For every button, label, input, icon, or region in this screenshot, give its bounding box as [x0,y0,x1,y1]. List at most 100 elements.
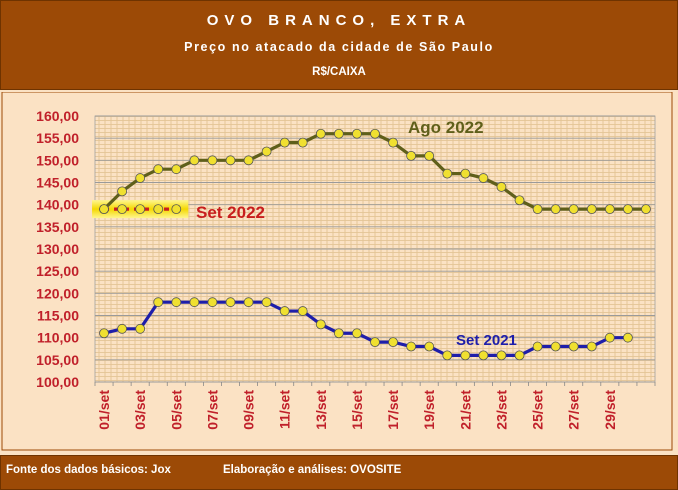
data-point [496,182,507,192]
series-label: Set 2022 [196,203,265,222]
y-tick-label: 100,00 [36,374,79,390]
y-axis: 100,00 105,00 110,00 115,00 120,00 125,00 130,… [36,108,79,390]
data-point [135,204,146,214]
data-point [623,332,633,343]
data-point [279,137,290,148]
data-point [279,306,290,316]
series-label: Ago 2022 [408,118,484,137]
data-point [352,328,362,339]
y-tick-label: 110,00 [37,330,79,346]
data-point [207,297,218,308]
data-point [171,164,182,175]
data-point [117,323,127,334]
y-tick-label: 135,00 [36,219,79,235]
data-point [189,155,200,166]
data-point [261,297,272,308]
data-point [424,341,435,352]
data-point [478,173,489,183]
data-point [478,350,489,361]
y-tick-label: 150,00 [36,152,79,168]
data-point [297,137,308,148]
data-point [153,297,164,308]
chart-subtitle: Preço no atacado da cidade de São Paulo [184,40,494,54]
data-point [604,204,615,214]
y-tick-label: 105,00 [36,352,79,368]
x-tick-label: 27/set [566,390,582,430]
data-point [352,128,362,139]
unit-label: R$/CAIXA [312,66,366,78]
y-tick-label: 120,00 [36,285,79,301]
series-labels: Ago 2022 Set 2022 Set 2021 [196,118,517,349]
x-tick-label: 25/set [530,390,546,430]
y-tick-label: 140,00 [36,197,79,213]
x-tick-label: 03/set [132,390,148,430]
data-point [532,341,543,352]
data-point [99,328,109,339]
data-point [135,323,146,334]
y-tick-label: 130,00 [36,241,79,257]
x-tick-label: 07/set [204,390,220,430]
data-point [153,204,164,214]
data-point [243,155,254,166]
line-chart: 100,00 105,00 110,00 115,00 120,00 125,00 130,… [1,92,673,451]
chart-title: OVO BRANCO, EXTRA [206,12,472,29]
data-point [514,350,525,361]
data-point [333,328,344,339]
footer-banner: Fonte dos dados básicos: Jox Elaboração … [0,455,678,490]
data-point [442,168,453,179]
data-point [641,204,651,214]
data-point [623,204,633,214]
x-tick-label: 21/set [457,390,473,430]
analysis-note: Elaboração e análises: OVOSITE [223,464,402,476]
data-point [315,128,326,139]
y-tick-label: 145,00 [36,175,79,191]
x-tick-label: 15/set [349,390,365,430]
x-tick-label: 05/set [168,390,184,430]
data-point [550,204,561,214]
data-point [99,204,109,214]
data-point [370,337,380,348]
data-point [532,204,543,214]
x-axis: 01/set 03/set 05/set 07/set 09/set 11/set 13/s… [94,382,656,430]
data-point [225,297,236,308]
data-point [135,173,146,183]
data-point [153,164,164,175]
data-point [388,337,398,348]
y-tick-label: 125,00 [36,263,79,279]
data-point [297,306,308,316]
data-point [586,341,597,352]
gridlines [95,115,655,383]
x-tick-label: 01/set [96,390,112,430]
source-note: Fonte dos dados básicos: Jox [6,464,171,476]
x-tick-label: 13/set [313,390,329,430]
data-point [333,128,344,139]
data-point [261,146,272,157]
series-layer [92,128,651,361]
y-tick-label: 160,00 [36,108,79,124]
x-tick-label: 23/set [493,390,509,430]
data-point [514,195,525,206]
data-point [225,155,236,166]
data-point [189,297,200,308]
data-point [117,186,127,197]
data-point [496,350,507,361]
data-point [171,204,182,214]
data-point [442,350,453,361]
x-tick-label: 29/set [602,390,618,430]
y-tick-label: 115,00 [37,308,79,324]
x-tick-label: 17/set [385,390,401,430]
data-point [550,341,561,352]
data-point [568,341,579,352]
data-point [460,350,471,361]
data-point [207,155,218,166]
data-point [568,204,579,214]
data-point [406,341,417,352]
data-point [406,151,417,161]
data-point [171,297,182,308]
header-banner: OVO BRANCO, EXTRA Preço no atacado da ci… [0,0,678,90]
data-point [370,128,380,139]
x-tick-label: 09/set [241,390,257,430]
x-tick-label: 19/set [421,390,437,430]
data-point [604,332,615,343]
data-point [243,297,254,308]
